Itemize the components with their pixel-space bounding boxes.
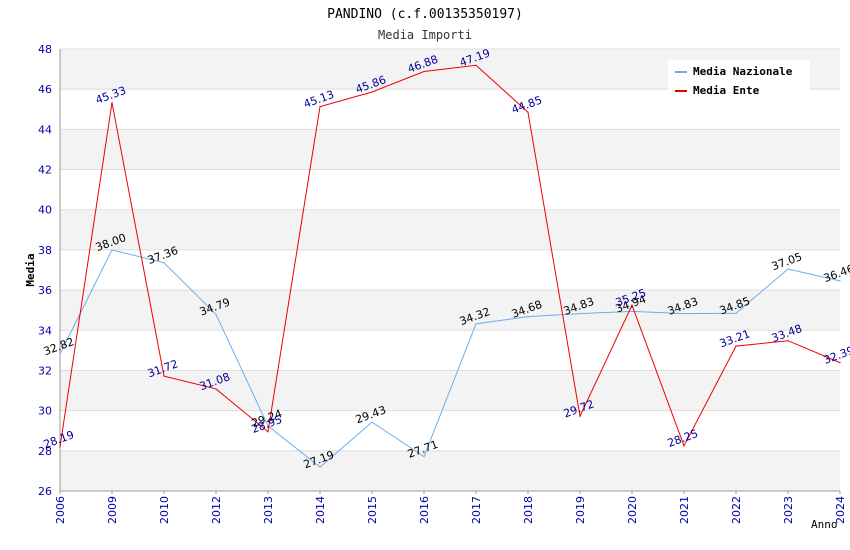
series-line-media-nazionale bbox=[59, 249, 841, 468]
y-tick-label: 32 bbox=[38, 364, 52, 377]
y-tick-label: 40 bbox=[38, 204, 52, 217]
data-point bbox=[735, 345, 737, 347]
data-point bbox=[423, 456, 425, 458]
x-tick-label: 2017 bbox=[470, 496, 483, 524]
x-tick-label: 2014 bbox=[314, 496, 327, 524]
data-point bbox=[579, 415, 581, 417]
data-point bbox=[111, 249, 113, 251]
x-tick-label: 2015 bbox=[366, 496, 379, 524]
y-tick-label: 30 bbox=[38, 405, 52, 418]
y-tick-labels: 26 28 30 32 34 36 38 40 42 44 46 48 bbox=[38, 43, 52, 498]
x-tick-label: 2023 bbox=[782, 496, 795, 524]
x-tick-label: 2022 bbox=[730, 496, 743, 524]
series-line-media-ente bbox=[59, 64, 841, 448]
y-tick-label: 28 bbox=[38, 445, 52, 458]
data-point bbox=[319, 106, 321, 108]
data-point bbox=[267, 431, 269, 433]
chart-title: PANDINO (c.f.00135350197) bbox=[327, 7, 523, 22]
data-point bbox=[163, 375, 165, 377]
y-tick-label: 36 bbox=[38, 284, 52, 297]
grid-band bbox=[60, 249, 840, 291]
data-point bbox=[319, 466, 321, 468]
x-tick-label: 2024 bbox=[834, 496, 847, 524]
x-axis-label: Anno bbox=[811, 518, 838, 531]
data-point bbox=[527, 111, 529, 113]
x-tick-label: 2020 bbox=[626, 496, 639, 524]
chart-subtitle: Media Importi bbox=[378, 28, 472, 42]
grid-band bbox=[60, 290, 840, 331]
data-point bbox=[475, 323, 477, 325]
grid-band bbox=[60, 330, 840, 371]
grid-band bbox=[60, 209, 840, 250]
y-tick-label: 38 bbox=[38, 244, 52, 257]
x-tick-label: 2021 bbox=[678, 496, 691, 524]
data-point bbox=[735, 312, 737, 314]
y-tick-label: 42 bbox=[38, 164, 52, 177]
y-tick-label: 44 bbox=[38, 123, 52, 136]
grid-band bbox=[60, 450, 840, 491]
data-point bbox=[631, 310, 633, 312]
data-point bbox=[475, 64, 477, 66]
data-point bbox=[215, 388, 217, 390]
data-point bbox=[527, 316, 529, 318]
x-tick-label: 2010 bbox=[158, 496, 171, 524]
data-point bbox=[579, 312, 581, 315]
grid-bands bbox=[60, 49, 840, 491]
data-point bbox=[683, 445, 685, 447]
data-point bbox=[683, 312, 685, 315]
x-tick-label: 2006 bbox=[54, 496, 67, 524]
legend-label-media-nazionale: Media Nazionale bbox=[693, 65, 793, 78]
data-point bbox=[423, 70, 425, 73]
x-tick-label: 2012 bbox=[210, 496, 223, 524]
y-axis-label: Media bbox=[24, 253, 37, 286]
grid-band bbox=[60, 169, 840, 210]
data-point bbox=[371, 91, 373, 93]
x-tick-label: 2018 bbox=[522, 496, 535, 524]
data-point bbox=[163, 262, 165, 264]
y-tick-label: 48 bbox=[38, 43, 52, 56]
x-tick-label: 2009 bbox=[106, 496, 119, 524]
y-tick-label: 26 bbox=[38, 485, 52, 498]
data-point bbox=[59, 353, 61, 355]
x-tick-label: 2013 bbox=[262, 496, 275, 524]
data-point bbox=[111, 102, 113, 104]
series-lines bbox=[59, 64, 841, 468]
y-tick-label: 34 bbox=[38, 324, 52, 337]
data-point bbox=[59, 446, 61, 448]
x-tick-label: 2016 bbox=[418, 496, 431, 524]
data-point bbox=[215, 313, 217, 316]
grid-band bbox=[60, 410, 840, 451]
data-point bbox=[371, 421, 373, 423]
data-point bbox=[631, 304, 633, 306]
data-point bbox=[839, 280, 841, 282]
data-point bbox=[787, 268, 789, 270]
grid-band bbox=[60, 129, 840, 170]
data-point bbox=[839, 362, 841, 364]
legend-label-media-ente: Media Ente bbox=[693, 84, 760, 97]
data-point bbox=[267, 425, 269, 427]
legend: Media Nazionale Media Ente bbox=[668, 60, 810, 102]
y-tick-label: 46 bbox=[38, 83, 52, 96]
x-tick-labels: 2006 2009 2010 2012 2013 2014 2015 2016 2017 2018… bbox=[54, 491, 847, 524]
data-point bbox=[787, 340, 789, 342]
x-tick-label: 2019 bbox=[574, 496, 587, 524]
